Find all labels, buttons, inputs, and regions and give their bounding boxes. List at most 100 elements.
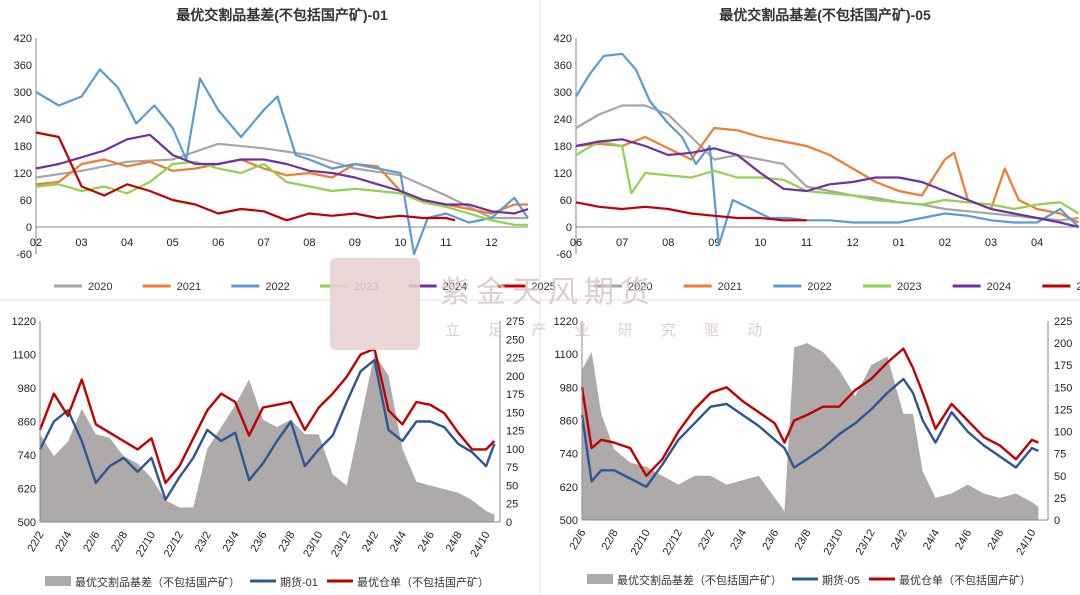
x-tick-label: 22/4 (53, 530, 74, 555)
y-tick-label-right: 50 (506, 480, 518, 492)
y-tick-label-right: 150 (506, 407, 524, 419)
x-tick-label: 08 (662, 237, 674, 249)
x-tick-label: 23/4 (728, 528, 749, 553)
x-tick-label: 24/2 (889, 528, 910, 553)
y-tick-label-right: 175 (1054, 360, 1072, 372)
series-line-2022 (575, 52, 1080, 247)
series-line-2024 (575, 138, 1079, 229)
y-tick-label-left: 1100 (554, 349, 578, 361)
legend-label-2022: 2022 (807, 281, 831, 293)
y-tick-label-right: 250 (506, 334, 524, 346)
x-tick-label: 01 (893, 237, 905, 249)
y-tick-label: 0 (26, 222, 32, 234)
x-tick-label: 22/10 (629, 528, 653, 558)
x-tick-label: 22/8 (109, 530, 130, 555)
y-tick-label-right: 100 (506, 444, 524, 456)
x-tick-label: 03 (985, 237, 997, 249)
y-tick-label: 420 (554, 33, 572, 45)
x-tick-label: 10 (754, 237, 766, 249)
chart-basis-01: 最优交割品基差(不包括国产矿)-01 420 360 300 240 180 120 60 0 -… (14, 7, 556, 293)
x-tick-label: 24/4 (388, 530, 409, 555)
legend-label: 最优交割品基差（不包括国产矿） (617, 573, 782, 587)
x-tick-label: 24/2 (360, 530, 381, 555)
legend-label-2020: 2020 (88, 281, 112, 293)
x-tick-label: 03 (75, 237, 87, 249)
y-tick-label-left: 500 (560, 515, 578, 527)
series-line-futures (580, 377, 1039, 488)
y-tick-label-right: 200 (506, 371, 524, 383)
x-tick-label: 23/4 (221, 530, 242, 555)
y-tick-label-right: 200 (1054, 338, 1072, 350)
series-line-futures (38, 358, 496, 501)
x-tick-label: 06 (212, 237, 224, 249)
series-line-2021 (35, 158, 528, 215)
y-tick-label-left: 860 (18, 417, 36, 429)
legend-label-2022: 2022 (265, 281, 289, 293)
chart-title: 最优交割品基差(不包括国产矿)-01 (176, 7, 388, 23)
x-tick-label: 23/8 (276, 530, 297, 555)
watermark-seal-icon (330, 258, 420, 350)
y-tick-label-right: 75 (1054, 449, 1066, 461)
y-tick-label-right: 0 (506, 517, 512, 529)
watermark-brand: 紫金天风期货 (440, 276, 656, 309)
x-tick-label: 23/2 (696, 528, 717, 553)
y-tick-label-right: 225 (1054, 316, 1072, 328)
series-line-2025 (35, 131, 456, 222)
chart-futures-01: 1220110098086074062050027525022520017515… (12, 316, 525, 589)
legend-label-2020: 2020 (628, 281, 652, 293)
y-tick-label-left: 740 (18, 450, 36, 462)
legend-label-2021: 2021 (718, 281, 742, 293)
y-tick-label: 360 (14, 60, 32, 72)
x-tick-label: 22/6 (81, 530, 102, 555)
x-tick-label: 04 (1031, 237, 1043, 249)
x-tick-label: 07 (616, 237, 628, 249)
x-tick-label: 12 (847, 237, 859, 249)
legend-label: 期货-01 (280, 575, 318, 589)
x-tick-label: 24/10 (469, 530, 493, 560)
y-tick-label-right: 225 (506, 353, 524, 365)
x-tick-label: 23/2 (193, 530, 214, 555)
watermark: 紫金天风期货 立 足 产 业 研 究 驱 动 (330, 258, 762, 350)
y-tick-label-right: 0 (1054, 515, 1060, 527)
legend-label: 期货-05 (822, 573, 860, 587)
y-tick-label-left: 1100 (12, 350, 36, 362)
y-tick-label: 120 (554, 168, 572, 180)
y-tick-label: -60 (16, 249, 32, 261)
x-tick-label: 05 (167, 237, 179, 249)
x-tick-label: 24/6 (953, 528, 974, 553)
x-tick-label: 23/10 (301, 530, 325, 560)
series-line-2024 (35, 133, 529, 215)
legend-label-2024: 2024 (443, 281, 467, 293)
series-line-2020 (575, 104, 1079, 222)
y-tick-label: 300 (554, 87, 572, 99)
x-tick-label: 24/8 (444, 530, 465, 555)
y-tick-label: 360 (554, 60, 572, 72)
x-tick-label: 22/8 (600, 528, 621, 553)
series-line-2022 (35, 68, 529, 256)
y-tick-label-left: 740 (560, 449, 578, 461)
x-tick-label: 07 (258, 237, 270, 249)
y-tick-label-right: 25 (1054, 493, 1066, 505)
y-tick-label: -60 (556, 249, 572, 261)
y-tick-label-right: 150 (1054, 382, 1072, 394)
x-tick-label: 24/6 (416, 530, 437, 555)
series-area-basis (40, 353, 495, 522)
legend-swatch-basis (587, 574, 613, 584)
x-tick-label: 06 (570, 237, 582, 249)
y-tick-label: 180 (14, 141, 32, 153)
legend-swatch-basis (45, 576, 71, 586)
x-tick-label: 11 (440, 237, 451, 249)
x-tick-label: 02 (30, 237, 42, 249)
x-tick-label: 23/6 (760, 528, 781, 553)
legend-label-2025: 2025 (1076, 281, 1080, 293)
x-tick-label: 23/12 (329, 530, 353, 560)
y-tick-label: 60 (20, 195, 32, 207)
y-tick-label-right: 100 (1054, 427, 1072, 439)
y-tick-label-left: 1220 (554, 316, 578, 328)
chart-futures-05: 1220110098086074062050022520017515012510… (554, 316, 1073, 587)
y-tick-label: 300 (14, 87, 32, 99)
y-tick-label-right: 25 (506, 499, 518, 511)
x-tick-label: 23/10 (822, 528, 846, 558)
x-tick-label: 22/2 (25, 530, 46, 555)
